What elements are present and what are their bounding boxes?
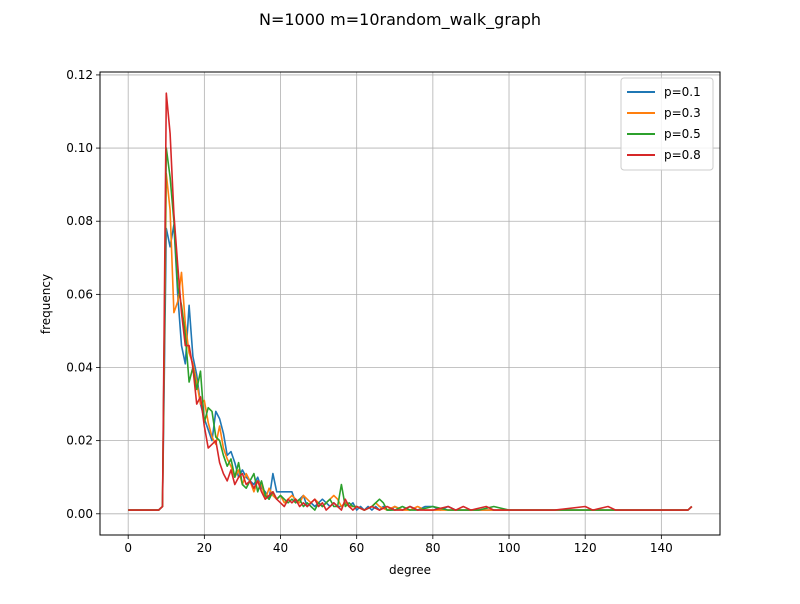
- plot-frame: [99, 71, 721, 536]
- series-group: [128, 92, 693, 511]
- y-tick-label: 0.08: [66, 214, 93, 228]
- legend-label: p=0.1: [664, 85, 701, 99]
- legend-label: p=0.5: [664, 127, 701, 141]
- x-tick-label: 120: [574, 541, 597, 555]
- series-line-p-0-8: [128, 92, 693, 511]
- x-tick-label: 20: [197, 541, 212, 555]
- y-tick-label: 0.02: [66, 434, 93, 448]
- x-tick-label: 100: [498, 541, 521, 555]
- x-axis: 0 20 40 60 80 100 120 140: [124, 535, 673, 555]
- y-axis: 0.00 0.02 0.04 0.06 0.08 0.10 0.12: [66, 68, 100, 521]
- y-tick-label: 0.10: [66, 141, 93, 155]
- grid: [100, 72, 720, 535]
- plot-area: [100, 72, 720, 535]
- y-tick-label: 0.06: [66, 287, 93, 301]
- x-tick-label: 80: [425, 541, 440, 555]
- y-tick-label: 0.04: [66, 361, 93, 375]
- legend: p=0.1 p=0.3 p=0.5 p=0.8: [620, 77, 714, 171]
- legend-box: [620, 77, 714, 171]
- x-axis-label: degree: [389, 563, 431, 577]
- legend-label: p=0.3: [664, 106, 701, 120]
- y-axis-label: frequency: [39, 274, 53, 334]
- x-tick-label: 0: [124, 541, 132, 555]
- y-tick-label: 0.00: [66, 507, 93, 521]
- series-line-p-0-5: [128, 147, 693, 511]
- x-tick-label: 60: [349, 541, 364, 555]
- x-tick-label: 40: [273, 541, 288, 555]
- x-tick-label: 140: [650, 541, 673, 555]
- y-tick-label: 0.12: [66, 68, 93, 82]
- chart-title: N=1000 m=10random_walk_graph: [259, 10, 541, 30]
- legend-label: p=0.8: [664, 148, 701, 162]
